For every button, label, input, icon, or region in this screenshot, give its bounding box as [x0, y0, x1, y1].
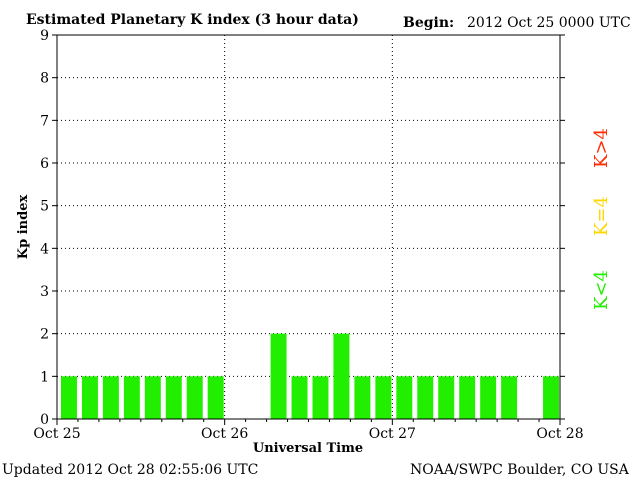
bar-12: [312, 376, 329, 419]
y-tick-label-9: 9: [40, 28, 49, 44]
y-tick-label-1: 1: [40, 369, 49, 385]
legend-k-greater-4: K>4: [591, 128, 612, 168]
bar-15: [375, 376, 392, 419]
x-axis-label: Universal Time: [253, 441, 363, 456]
y-tick-label-3: 3: [40, 284, 49, 300]
y-tick-label-7: 7: [40, 113, 49, 129]
legend-k-equal-4: K=4: [591, 196, 612, 236]
bar-17: [417, 376, 434, 419]
begin-label: Begin:: [403, 15, 454, 31]
bar-series: [61, 333, 559, 419]
begin-value: 2012 Oct 25 0000 UTC: [467, 15, 631, 31]
y-tick-label-2: 2: [40, 327, 49, 343]
legend: K>4 K=4 K<4: [591, 128, 612, 310]
bar-3: [123, 376, 140, 419]
x-tick-label-3: Oct 28: [536, 426, 583, 442]
bar-1: [81, 376, 98, 419]
bar-20: [480, 376, 497, 419]
bar-6: [186, 376, 203, 419]
bar-14: [354, 376, 371, 419]
bar-13: [333, 333, 350, 419]
legend-k-less-4: K<4: [591, 270, 612, 310]
bar-21: [501, 376, 518, 419]
bar-11: [291, 376, 308, 419]
y-tick-label-5: 5: [40, 199, 49, 215]
plot-frame: [56, 34, 561, 420]
x-tick-label-1: Oct 26: [201, 426, 248, 442]
y-tick-label-4: 4: [40, 241, 49, 257]
y-tick-label-8: 8: [40, 71, 49, 87]
bar-10: [270, 333, 287, 419]
bar-19: [459, 376, 476, 419]
y-tick-label-0: 0: [40, 412, 49, 428]
x-tick-label-0: Oct 25: [33, 426, 80, 442]
bar-4: [144, 376, 161, 419]
x-axis-ticks: Oct 25 Oct 26 Oct 27 Oct 28: [33, 419, 584, 442]
x-tick-label-2: Oct 27: [369, 426, 416, 442]
bar-5: [165, 376, 182, 419]
y-axis-ticks: 0 1 2 3 4 5 6 7 8 9: [40, 28, 565, 428]
bar-7: [207, 376, 224, 419]
bar-16: [396, 376, 413, 419]
chart-title: Estimated Planetary K index (3 hour data…: [26, 12, 359, 28]
y-tick-label-6: 6: [40, 156, 49, 172]
bar-18: [438, 376, 455, 419]
grid-lines: [57, 35, 560, 419]
y-axis-label: Kp index: [16, 195, 31, 260]
bar-23: [543, 376, 559, 419]
source-credit: NOAA/SWPC Boulder, CO USA: [410, 462, 630, 478]
updated-timestamp: Updated 2012 Oct 28 02:55:06 UTC: [2, 462, 258, 478]
bar-0: [61, 376, 77, 419]
bar-2: [102, 376, 119, 419]
